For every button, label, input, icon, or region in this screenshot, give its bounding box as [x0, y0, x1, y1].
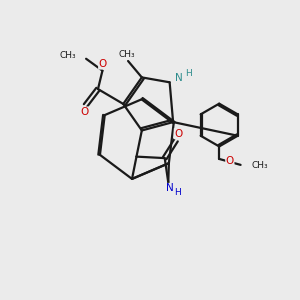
Text: CH₃: CH₃: [118, 50, 135, 59]
Text: CH₃: CH₃: [59, 51, 76, 60]
Text: H: H: [174, 188, 181, 197]
Text: O: O: [226, 156, 234, 166]
Text: CH₃: CH₃: [252, 161, 268, 170]
Text: N: N: [166, 183, 173, 194]
Text: O: O: [99, 59, 107, 69]
Text: H: H: [185, 70, 191, 79]
Text: N: N: [175, 73, 183, 83]
Text: O: O: [80, 107, 88, 117]
Text: O: O: [174, 129, 182, 139]
